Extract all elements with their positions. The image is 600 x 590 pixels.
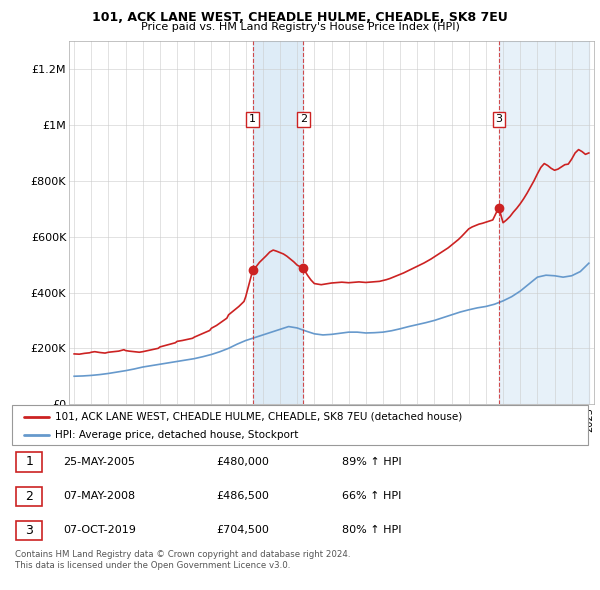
Text: 25-MAY-2005: 25-MAY-2005	[63, 457, 135, 467]
FancyBboxPatch shape	[16, 521, 43, 540]
Text: £480,000: £480,000	[216, 457, 269, 467]
Text: 89% ↑ HPI: 89% ↑ HPI	[342, 457, 401, 467]
Text: £486,500: £486,500	[216, 491, 269, 501]
Text: HPI: Average price, detached house, Stockport: HPI: Average price, detached house, Stoc…	[55, 431, 299, 440]
Text: Contains HM Land Registry data © Crown copyright and database right 2024.: Contains HM Land Registry data © Crown c…	[15, 550, 350, 559]
Text: 1: 1	[249, 114, 256, 124]
Text: £704,500: £704,500	[216, 526, 269, 535]
Text: 80% ↑ HPI: 80% ↑ HPI	[342, 526, 401, 535]
Text: 07-OCT-2019: 07-OCT-2019	[63, 526, 136, 535]
Bar	[499, 41, 589, 404]
FancyBboxPatch shape	[16, 453, 43, 471]
Text: Price paid vs. HM Land Registry's House Price Index (HPI): Price paid vs. HM Land Registry's House …	[140, 22, 460, 32]
Text: 66% ↑ HPI: 66% ↑ HPI	[342, 491, 401, 501]
Text: 3: 3	[495, 114, 502, 124]
Text: 101, ACK LANE WEST, CHEADLE HULME, CHEADLE, SK8 7EU: 101, ACK LANE WEST, CHEADLE HULME, CHEAD…	[92, 11, 508, 24]
Text: This data is licensed under the Open Government Licence v3.0.: This data is licensed under the Open Gov…	[15, 560, 290, 569]
Bar	[253, 41, 304, 404]
Text: 3: 3	[25, 524, 34, 537]
FancyBboxPatch shape	[16, 487, 43, 506]
Text: 101, ACK LANE WEST, CHEADLE HULME, CHEADLE, SK8 7EU (detached house): 101, ACK LANE WEST, CHEADLE HULME, CHEAD…	[55, 412, 463, 422]
Text: 07-MAY-2008: 07-MAY-2008	[63, 491, 135, 501]
FancyBboxPatch shape	[12, 405, 588, 445]
Text: 2: 2	[25, 490, 34, 503]
Text: 2: 2	[300, 114, 307, 124]
Text: 1: 1	[25, 455, 34, 468]
